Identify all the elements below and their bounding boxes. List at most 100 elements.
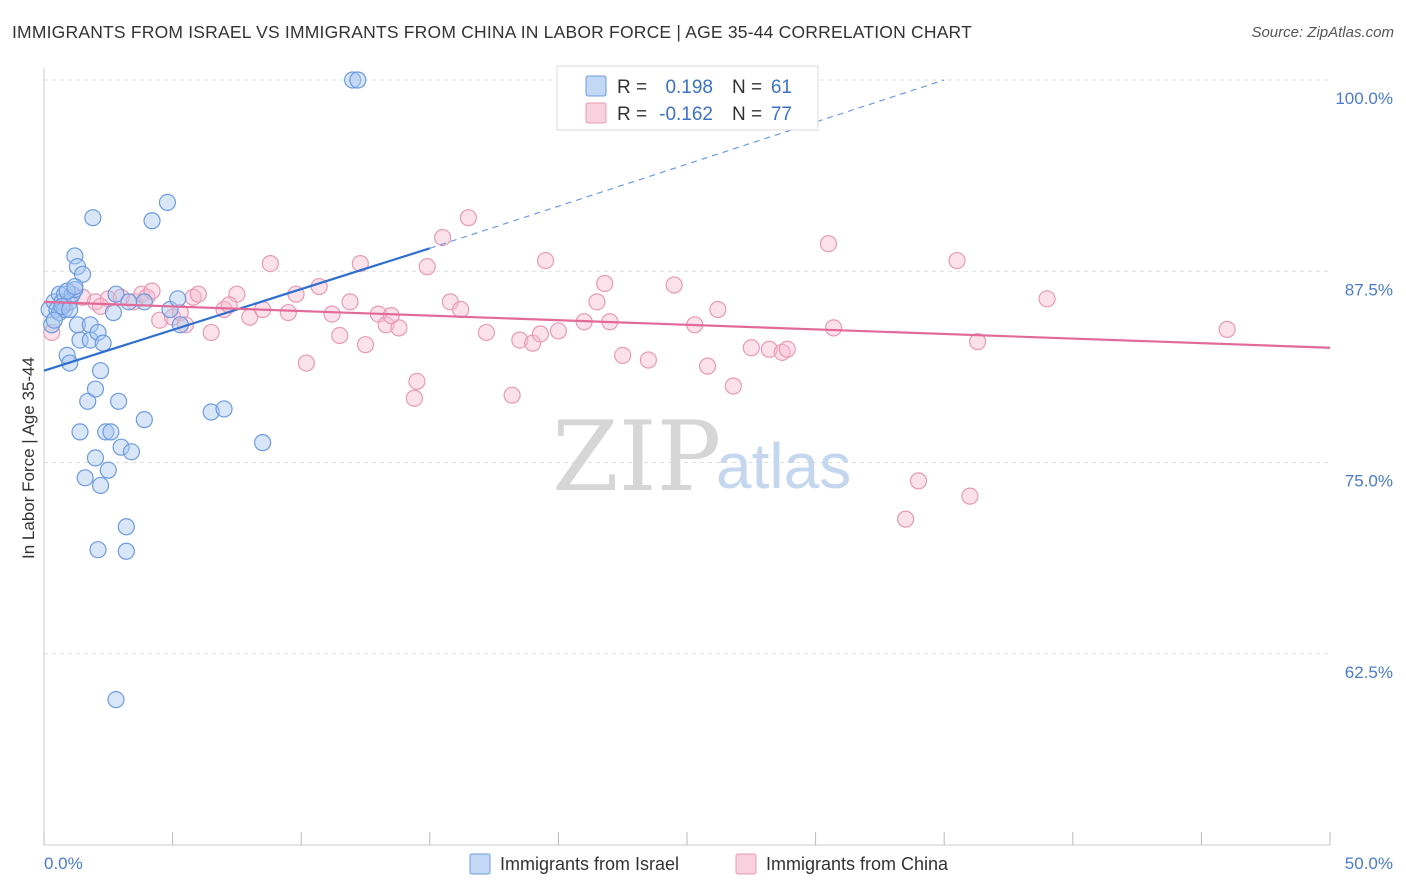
israel-point <box>86 449 105 467</box>
china-point <box>511 331 529 349</box>
israel-point <box>120 293 138 311</box>
china-point <box>477 323 495 342</box>
china-point <box>459 209 477 227</box>
china-point <box>596 274 614 293</box>
israel-point <box>135 411 153 429</box>
y-tick-label: 62.5% <box>1345 663 1393 682</box>
israel-point <box>109 392 128 410</box>
watermark-atlas: atlas <box>716 430 851 502</box>
china-point <box>639 351 658 369</box>
israel-point <box>135 293 153 311</box>
china-point <box>825 319 843 337</box>
israel-point <box>71 423 89 441</box>
israel-point <box>91 362 110 380</box>
y-tick-label: 75.0% <box>1345 472 1393 491</box>
legend-israel-n-value: 61 <box>771 77 792 98</box>
series-legend: Immigrants from Israel Immigrants from C… <box>469 853 949 875</box>
israel-point <box>89 541 107 559</box>
trend-lines <box>43 79 1331 372</box>
china-point <box>202 323 220 342</box>
israel-point <box>43 316 61 334</box>
israel-point <box>84 209 102 227</box>
legend-china-n-label: N = <box>732 104 762 125</box>
israel-point <box>91 476 110 495</box>
israel-point <box>45 311 63 329</box>
legend-israel-r-value: 0.198 <box>665 77 713 98</box>
israel-trend-extension <box>429 79 945 249</box>
y-tick-labels: 62.5% 75.0% 87.5% 100.0% <box>1335 89 1393 682</box>
china-point <box>549 322 568 340</box>
israel-point <box>104 303 123 322</box>
china-point <box>341 293 359 311</box>
legend-israel-r-label: R = <box>617 77 647 98</box>
israel-point <box>254 434 272 452</box>
israel-point <box>117 518 135 536</box>
y-tick-label: 87.5% <box>1345 280 1393 299</box>
gridlines <box>44 79 1330 655</box>
china-point <box>452 300 470 319</box>
china-point <box>1218 320 1236 338</box>
china-point <box>86 293 105 311</box>
source-label: Source: ZipAtlas.com <box>1251 24 1394 41</box>
china-point <box>969 333 987 351</box>
legend-china-swatch <box>585 102 607 124</box>
israel-point <box>66 277 84 296</box>
correlation-legend: R = 0.198 N = 61 R = -0.162 N = 77 <box>556 65 819 131</box>
china-point <box>323 305 341 323</box>
x-tick-label-min: 0.0% <box>44 854 83 873</box>
china-point <box>773 343 791 361</box>
china-point <box>405 389 423 407</box>
israel-point <box>107 285 125 303</box>
series-legend-israel-label: Immigrants from Israel <box>500 854 679 874</box>
watermark-zip: ZIP <box>552 401 721 513</box>
china-point <box>742 339 760 357</box>
chart-title: IMMIGRANTS FROM ISRAEL VS IMMIGRANTS FRO… <box>12 22 972 42</box>
israel-point <box>107 691 125 709</box>
israel-point <box>99 461 117 479</box>
y-axis-label: In Labor Force | Age 35-44 <box>19 357 38 559</box>
china-point <box>819 235 838 253</box>
china-trend-line <box>43 300 1331 349</box>
y-tick-label: 100.0% <box>1335 89 1393 108</box>
china-point <box>189 285 207 303</box>
israel-point <box>169 290 187 308</box>
israel-point <box>73 265 92 283</box>
china-point <box>778 340 796 358</box>
china-point <box>331 326 349 345</box>
series-legend-china-label: Immigrants from China <box>766 854 949 874</box>
israel-point <box>86 380 105 398</box>
series-legend-china-swatch <box>735 853 757 875</box>
china-point <box>1038 290 1056 308</box>
israel-point <box>76 469 94 487</box>
israel-point <box>97 423 115 441</box>
israel-point <box>89 323 107 342</box>
china-point <box>531 325 549 343</box>
china-point <box>588 293 606 311</box>
china-point <box>503 386 521 404</box>
legend-china-r-value: -0.162 <box>659 104 713 125</box>
china-point <box>709 300 727 319</box>
china-point <box>377 316 395 334</box>
israel-point <box>102 423 120 441</box>
israel-point <box>344 71 362 89</box>
israel-point <box>349 71 367 89</box>
china-point <box>724 377 742 395</box>
china-point <box>698 357 717 375</box>
china-point <box>909 472 928 490</box>
legend-israel-swatch <box>585 75 607 97</box>
israel-point <box>61 300 79 319</box>
china-point <box>418 258 436 276</box>
israel-point <box>158 193 177 211</box>
series-legend-israel-swatch <box>469 853 491 875</box>
legend-israel-n-label: N = <box>732 77 762 98</box>
china-point <box>536 251 555 270</box>
china-point <box>356 336 375 354</box>
china-point <box>897 510 915 528</box>
china-point <box>408 372 426 391</box>
israel-point <box>66 247 84 265</box>
china-point <box>961 487 979 505</box>
israel-point <box>215 400 233 418</box>
china-point <box>279 303 297 322</box>
israel-point <box>117 542 135 560</box>
